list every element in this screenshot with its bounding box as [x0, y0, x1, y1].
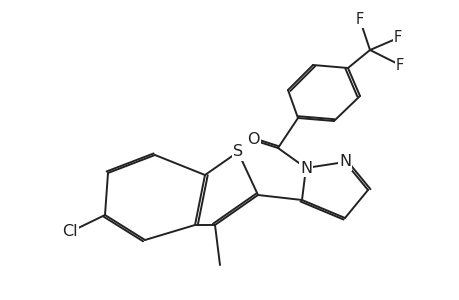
Text: N: N [338, 154, 350, 169]
Text: S: S [232, 145, 242, 160]
Text: N: N [299, 160, 311, 175]
Text: F: F [393, 31, 401, 46]
Text: O: O [246, 133, 259, 148]
Text: F: F [395, 58, 403, 73]
Text: F: F [355, 13, 364, 28]
Text: Cl: Cl [62, 224, 78, 239]
